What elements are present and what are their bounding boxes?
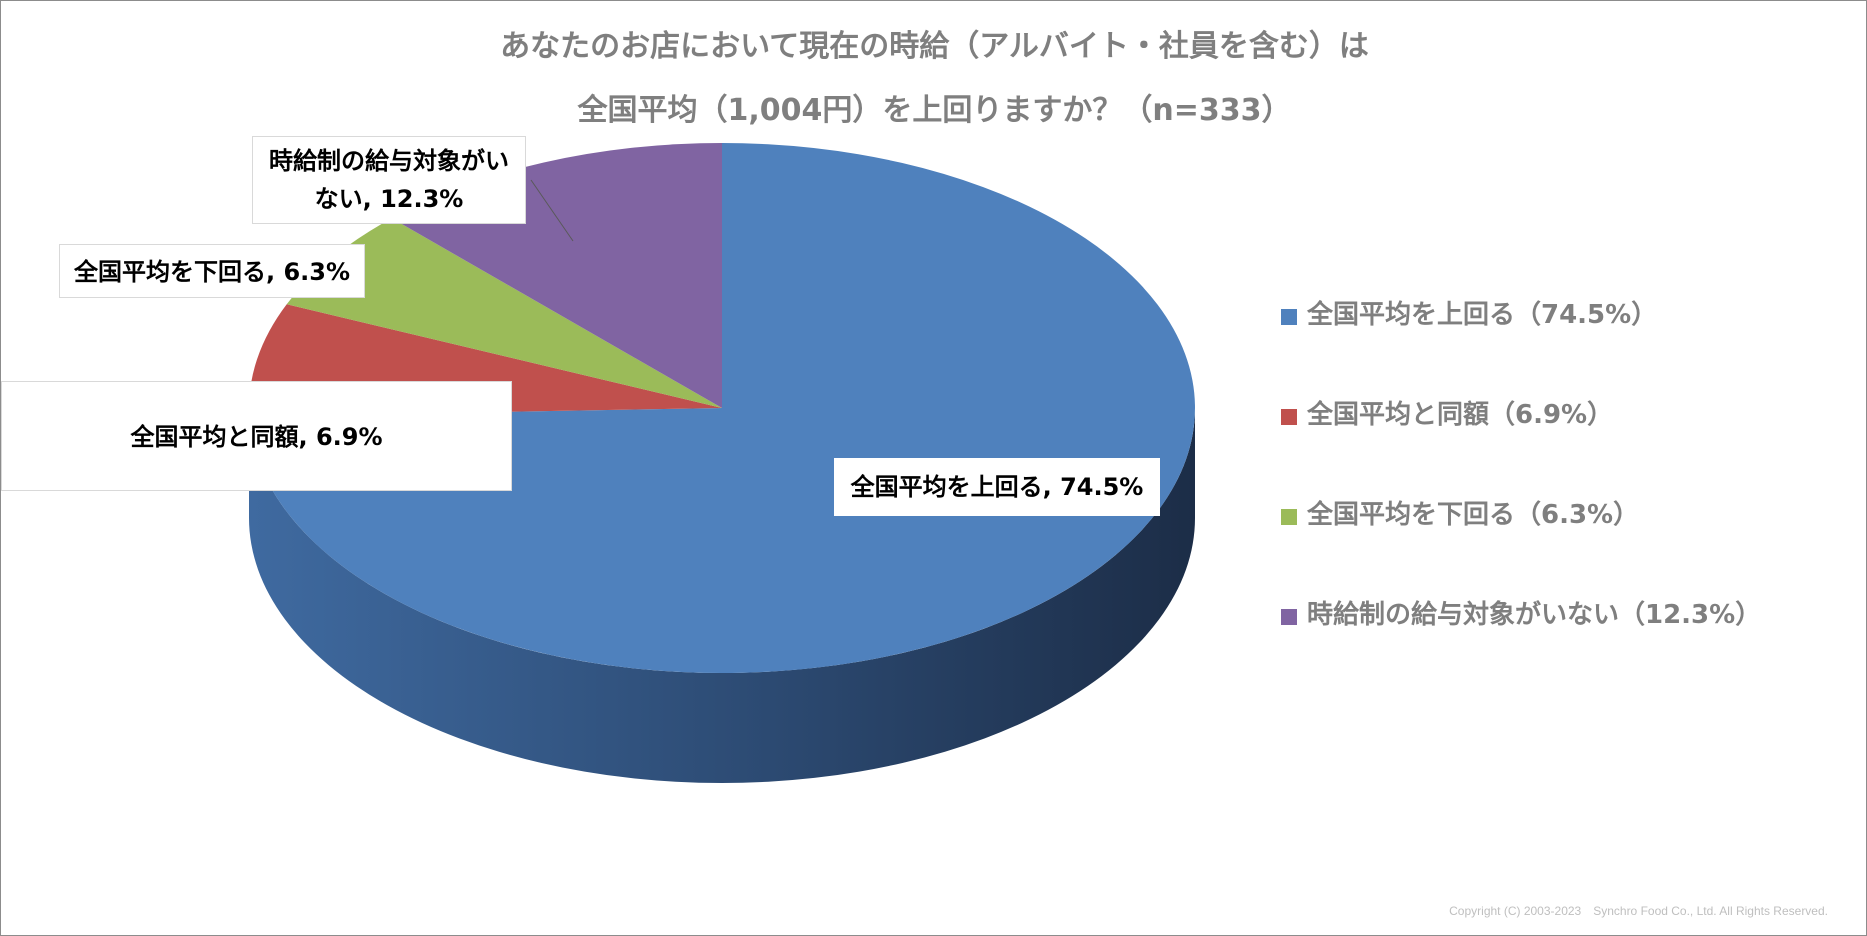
pie-slice-below-average bbox=[286, 218, 722, 408]
chart-title-line-2: 全国平均（1,004円）を上回りますか？（n=333） bbox=[577, 93, 1292, 128]
legend-label-below-average: 全国平均を下回る（6.3%） bbox=[1307, 500, 1640, 530]
pie-side-above-average bbox=[249, 408, 1195, 783]
legend-swatch-same-as-average bbox=[1281, 409, 1297, 425]
data-label-no-hourly-staff: 時給制の給与対象がい ない, 12.3% bbox=[252, 136, 526, 224]
pie-slice-above-average bbox=[249, 143, 1196, 673]
data-label-below-average: 全国平均を下回る, 6.3% bbox=[59, 244, 365, 298]
data-label-no-hourly-staff-line-2: ない, 12.3% bbox=[314, 185, 464, 213]
data-label-no-hourly-staff-line-1: 時給制の給与対象がい bbox=[269, 147, 509, 175]
chart-title-line-1: あなたのお店において現在の時給（アルバイト・社員を含む）は bbox=[500, 29, 1369, 64]
copyright-notice: Copyright (C) 2003-2023 Synchro Food Co.… bbox=[1449, 904, 1828, 918]
legend-swatch-below-average bbox=[1281, 509, 1297, 525]
legend-label-same-as-average: 全国平均と同額（6.9%） bbox=[1307, 400, 1614, 430]
legend-swatch-above-average bbox=[1281, 309, 1297, 325]
legend-label-no-hourly-staff: 時給制の給与対象がいない（12.3%） bbox=[1307, 600, 1762, 630]
data-label-above-average: 全国平均を上回る, 74.5% bbox=[834, 458, 1160, 516]
legend-swatch-no-hourly-staff bbox=[1281, 609, 1297, 625]
leader-line-none bbox=[530, 179, 574, 242]
data-label-same-as-average: 全国平均と同額, 6.9% bbox=[1, 381, 512, 491]
legend-label-above-average: 全国平均を上回る（74.5%） bbox=[1307, 300, 1658, 330]
pie-side-wall bbox=[249, 408, 1195, 783]
